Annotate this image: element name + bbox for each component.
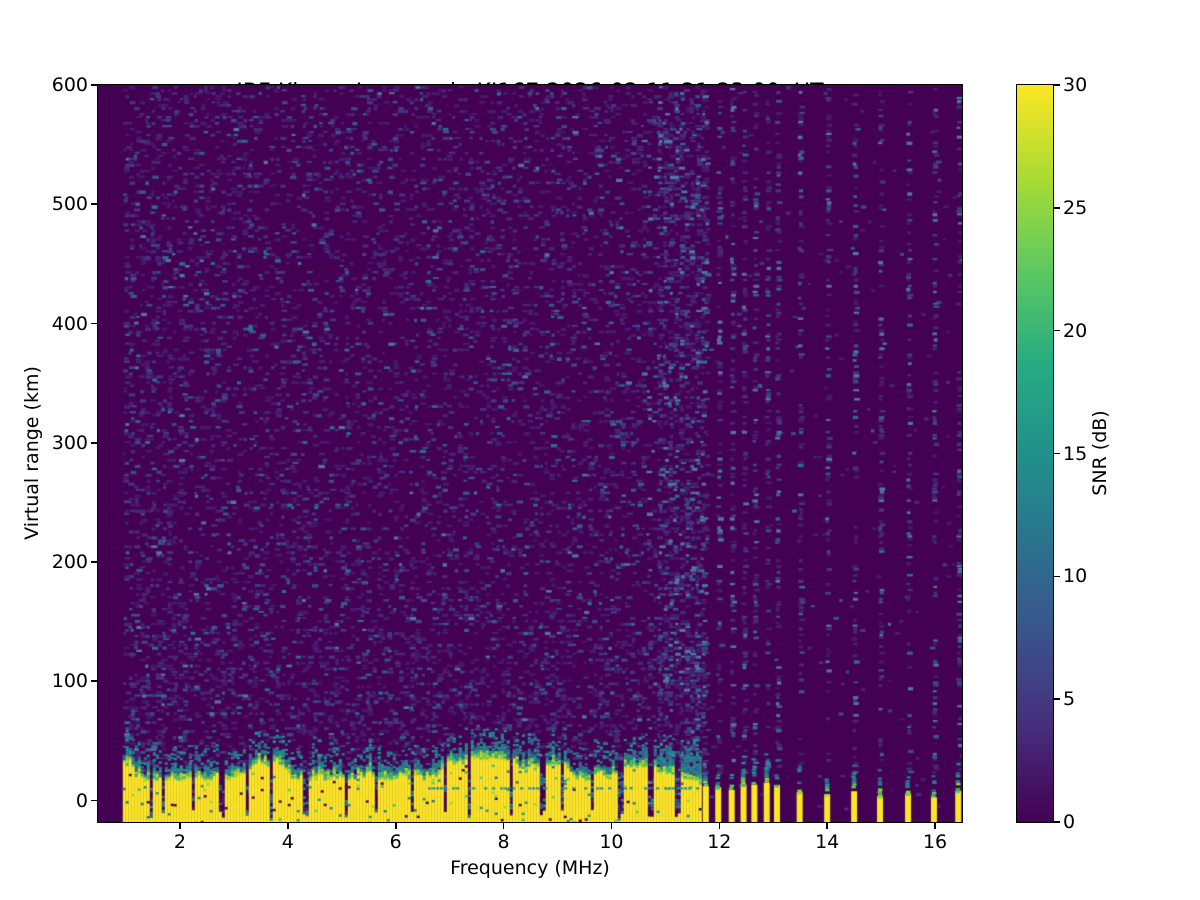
y-tick-label: 0 — [75, 789, 88, 812]
y-tick-label: 600 — [51, 74, 88, 96]
colorbar-tick-label: 5 — [1063, 688, 1076, 711]
x-axis-label: Frequency (MHz) — [450, 857, 610, 879]
y-axis-label: Virtual range (km) — [21, 366, 43, 540]
colorbar-tick-mark — [1054, 452, 1060, 455]
x-tick-label: 14 — [815, 831, 840, 853]
y-tick-label: 500 — [51, 193, 88, 216]
x-tick-mark — [179, 823, 181, 829]
x-tick-label: 8 — [497, 831, 510, 853]
colorbar-tick-mark — [1054, 821, 1060, 823]
ionogram-heatmap-canvas — [98, 85, 962, 822]
y-tick-label: 200 — [51, 551, 88, 574]
x-tick-label: 16 — [922, 831, 948, 853]
colorbar-tick-label: 10 — [1063, 565, 1088, 588]
colorbar-tick-label: 25 — [1063, 196, 1088, 219]
colorbar-tick-label: 20 — [1063, 319, 1088, 342]
x-tick-label: 2 — [173, 831, 187, 853]
y-tick-label: 400 — [51, 312, 88, 335]
colorbar-tick-label: 0 — [1063, 811, 1076, 833]
x-tick-mark — [934, 823, 936, 829]
y-tick-mark — [91, 322, 97, 325]
y-tick-mark — [91, 680, 97, 683]
x-tick-label: 12 — [707, 831, 732, 853]
y-tick-mark — [91, 799, 97, 802]
x-tick-label: 10 — [599, 831, 624, 853]
y-tick-label: 100 — [51, 670, 88, 693]
x-tick-mark — [502, 823, 505, 829]
y-tick-mark — [91, 441, 97, 444]
colorbar-tick-mark — [1054, 207, 1060, 209]
colorbar-tick-mark — [1054, 698, 1060, 700]
x-tick-mark — [394, 823, 397, 829]
x-tick-label: 4 — [281, 831, 294, 853]
y-tick-mark — [91, 84, 97, 86]
x-tick-mark — [287, 823, 289, 829]
colorbar-tick-label: 15 — [1063, 442, 1088, 465]
colorbar-tick-label: 30 — [1063, 74, 1088, 96]
x-tick-mark — [718, 823, 721, 829]
colorbar-tick-mark — [1054, 575, 1060, 578]
colorbar-tick-mark — [1054, 84, 1060, 86]
y-tick-mark — [91, 203, 97, 206]
x-tick-label: 6 — [389, 831, 402, 853]
colorbar-gradient-canvas — [1017, 85, 1053, 822]
colorbar-label: SNR (dB) — [1089, 410, 1111, 496]
x-tick-mark — [826, 823, 828, 829]
y-tick-label: 300 — [51, 431, 88, 454]
x-tick-mark — [610, 823, 613, 829]
colorbar-tick-mark — [1054, 329, 1060, 332]
y-tick-mark — [91, 561, 97, 563]
